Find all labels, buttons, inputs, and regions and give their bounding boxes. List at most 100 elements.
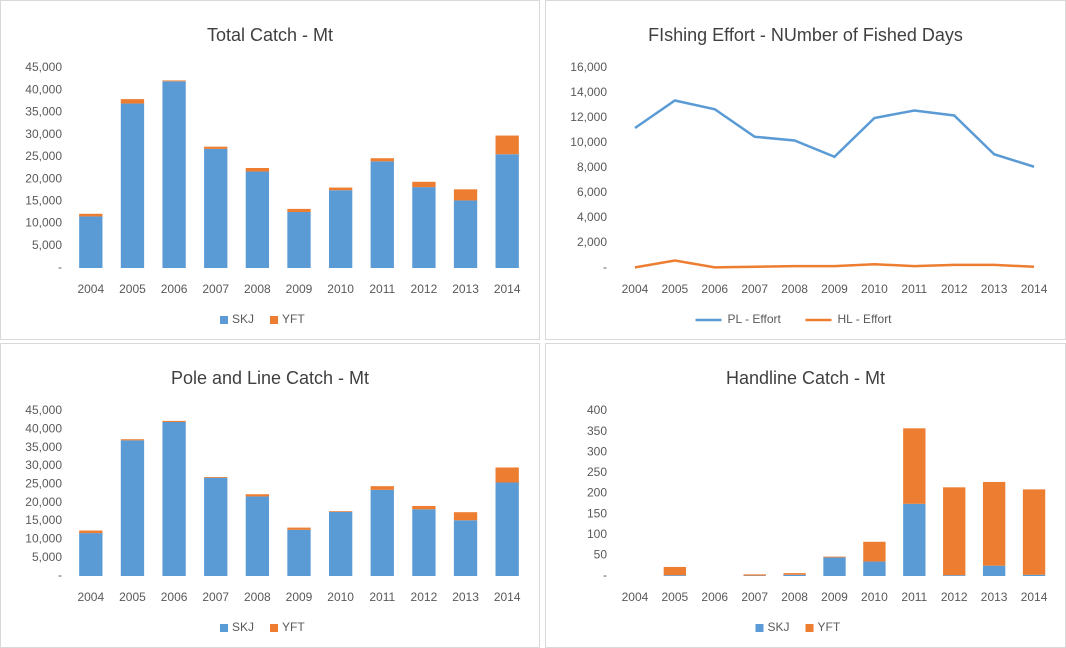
y-tick-label: 8,000	[577, 160, 607, 174]
bar-segment	[370, 486, 394, 490]
x-tick-label: 2013	[452, 282, 479, 296]
bar-segment	[453, 200, 478, 268]
legend-label: YFT	[818, 620, 841, 634]
bar-segment	[1022, 574, 1046, 576]
bar-segment	[495, 135, 519, 155]
y-tick-label: 100	[587, 527, 607, 541]
legend-label: SKJ	[768, 620, 790, 634]
y-tick-label: 30,000	[25, 127, 62, 141]
x-tick-label: 2007	[741, 282, 768, 296]
y-tick-label: 35,000	[25, 105, 62, 119]
y-tick-label: 6,000	[577, 185, 607, 199]
y-tick-label: -	[603, 260, 607, 274]
bar-segment	[328, 511, 353, 576]
bar-segment	[79, 213, 103, 217]
y-tick-label: 5,000	[32, 238, 62, 252]
bar-segment	[943, 487, 966, 576]
bar-segment	[79, 216, 103, 268]
bar-segment	[204, 148, 228, 268]
x-tick-label: 2010	[861, 590, 888, 604]
x-tick-label: 2012	[411, 282, 438, 296]
x-tick-label: 2004	[77, 590, 104, 604]
bar-segment	[162, 81, 186, 268]
x-tick-label: 2012	[411, 590, 438, 604]
bar-segment	[328, 187, 353, 191]
line-series	[634, 99, 1035, 168]
legend-swatch	[805, 624, 814, 632]
x-tick-label: 2008	[781, 590, 808, 604]
x-tick-label: 2009	[286, 590, 313, 604]
bar-segment	[328, 511, 353, 512]
chart-title: Total Catch - Mt	[207, 25, 333, 45]
legend-swatch	[755, 624, 764, 632]
x-tick-label: 2006	[161, 590, 188, 604]
bar-segment	[328, 190, 353, 268]
bar-segment	[663, 566, 687, 576]
x-tick-label: 2006	[161, 282, 188, 296]
x-tick-label: 2010	[327, 282, 354, 296]
bar-segment	[120, 439, 145, 441]
legend-label: SKJ	[232, 312, 254, 326]
x-tick-label: 2008	[244, 282, 271, 296]
bar-segment	[204, 146, 228, 149]
bar-segment	[743, 574, 766, 576]
x-tick-label: 2012	[941, 282, 968, 296]
x-tick-label: 2009	[286, 282, 313, 296]
y-tick-label: 50	[594, 548, 608, 562]
panel	[545, 0, 1066, 340]
bar-segment	[943, 575, 966, 576]
bar-segment	[245, 171, 270, 268]
y-tick-label: 4,000	[577, 210, 607, 224]
bar-segment	[903, 503, 926, 576]
bar-segment	[204, 477, 228, 478]
bar-segment	[287, 529, 311, 576]
y-tick-label: 25,000	[25, 477, 62, 491]
bar-segment	[120, 103, 145, 268]
y-tick-label: 45,000	[25, 60, 62, 74]
legend-label: SKJ	[232, 620, 254, 634]
bar-segment	[287, 208, 311, 212]
x-tick-label: 2012	[941, 590, 968, 604]
legend-label: YFT	[282, 620, 305, 634]
x-tick-label: 2006	[701, 590, 728, 604]
bar-segment	[412, 187, 436, 268]
y-tick-label: -	[58, 568, 62, 582]
bar-segment	[245, 168, 270, 172]
x-tick-label: 2007	[202, 590, 229, 604]
y-tick-label: 10,000	[25, 216, 62, 230]
x-tick-label: 2011	[369, 282, 395, 296]
bar-segment	[245, 494, 270, 497]
y-tick-label: 20,000	[25, 495, 62, 509]
bar-segment	[823, 556, 846, 558]
bar-segment	[453, 189, 478, 201]
y-tick-label: 400	[587, 403, 607, 417]
panel	[545, 343, 1066, 648]
bar-segment	[412, 181, 436, 188]
y-tick-label: -	[58, 260, 62, 274]
x-tick-label: 2013	[981, 282, 1008, 296]
y-tick-label: 10,000	[570, 135, 607, 149]
x-tick-label: 2014	[494, 282, 521, 296]
bar-segment	[663, 575, 687, 576]
chart-title: Handline Catch - Mt	[726, 368, 885, 388]
line-series	[634, 259, 1035, 269]
x-tick-label: 2014	[1021, 282, 1048, 296]
bar-segment	[863, 541, 886, 562]
legend-swatch	[270, 316, 278, 324]
panel	[0, 0, 540, 340]
bar-segment	[79, 530, 103, 534]
y-tick-label: 40,000	[25, 422, 62, 436]
bar-segment	[863, 561, 886, 576]
bar-segment	[287, 212, 311, 268]
x-tick-label: 2005	[662, 282, 689, 296]
y-tick-label: 250	[587, 465, 607, 479]
legend-swatch	[270, 624, 278, 632]
x-tick-label: 2010	[327, 590, 354, 604]
y-tick-label: 15,000	[25, 513, 62, 527]
y-tick-label: 25,000	[25, 149, 62, 163]
bar-segment	[412, 505, 436, 510]
bar-segment	[783, 573, 806, 575]
x-tick-label: 2011	[901, 282, 927, 296]
y-tick-label: 20,000	[25, 171, 62, 185]
